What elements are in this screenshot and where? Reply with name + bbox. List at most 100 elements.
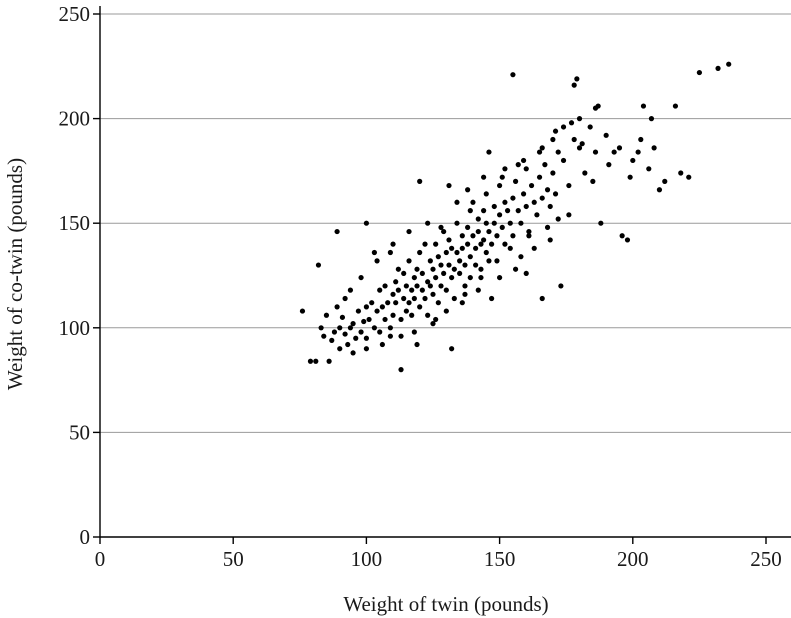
y-tick-label: 150 xyxy=(59,211,91,235)
data-point xyxy=(539,295,545,302)
data-point xyxy=(454,220,460,226)
data-point xyxy=(422,241,428,247)
data-point xyxy=(331,329,338,335)
data-point xyxy=(363,220,369,226)
data-point xyxy=(507,220,513,226)
data-point xyxy=(430,266,436,272)
data-point xyxy=(417,178,423,184)
data-point xyxy=(347,287,354,293)
data-point xyxy=(475,228,481,235)
data-point xyxy=(465,241,471,247)
data-point xyxy=(481,208,487,214)
y-axis-title: Weight of co-twin (pounds) xyxy=(3,158,27,390)
data-point xyxy=(411,295,417,302)
data-point xyxy=(334,228,340,235)
data-point xyxy=(640,103,647,109)
data-point xyxy=(544,187,551,193)
data-point xyxy=(686,174,692,180)
data-point xyxy=(531,199,537,205)
data-point xyxy=(446,262,452,268)
data-point xyxy=(523,270,529,277)
data-point xyxy=(489,241,495,247)
data-point xyxy=(486,149,492,155)
data-point xyxy=(467,254,473,260)
data-point xyxy=(656,187,663,193)
data-point xyxy=(518,254,524,260)
data-point xyxy=(323,312,330,318)
data-point xyxy=(441,228,447,235)
data-point xyxy=(430,291,436,297)
data-point xyxy=(361,318,367,325)
data-point xyxy=(374,308,380,314)
data-point xyxy=(446,182,452,189)
data-point xyxy=(414,266,420,272)
data-point xyxy=(481,174,487,180)
x-tick-label: 250 xyxy=(750,547,782,571)
data-point xyxy=(536,174,543,180)
y-tick-label: 250 xyxy=(59,2,91,26)
data-point xyxy=(321,333,327,339)
data-point xyxy=(555,216,561,222)
data-point xyxy=(526,233,532,239)
data-point xyxy=(417,304,423,310)
data-point xyxy=(406,300,412,306)
y-tick-label: 50 xyxy=(69,420,90,444)
data-point xyxy=(395,287,401,293)
data-point xyxy=(366,316,372,323)
data-point xyxy=(550,136,556,143)
data-point xyxy=(411,274,417,281)
data-point xyxy=(425,279,431,285)
data-point xyxy=(598,220,604,226)
data-point xyxy=(486,228,492,235)
data-point xyxy=(353,335,359,341)
data-point xyxy=(576,116,583,122)
data-point xyxy=(497,274,503,281)
data-point xyxy=(454,199,460,205)
data-point xyxy=(518,220,524,226)
data-point xyxy=(438,283,444,289)
data-point xyxy=(387,333,393,339)
data-point xyxy=(350,321,356,327)
data-point xyxy=(465,187,471,193)
data-point xyxy=(363,335,369,341)
data-point xyxy=(449,245,455,251)
data-point xyxy=(449,346,455,352)
data-point xyxy=(528,182,535,189)
data-point xyxy=(627,174,633,180)
data-point xyxy=(443,308,449,314)
data-point xyxy=(409,312,415,318)
data-point xyxy=(414,283,420,289)
data-point xyxy=(470,233,476,239)
data-point xyxy=(672,103,679,109)
data-point xyxy=(419,287,425,293)
data-point xyxy=(398,316,404,323)
data-point xyxy=(499,174,505,180)
data-point xyxy=(595,103,601,109)
data-point xyxy=(696,69,703,76)
data-point xyxy=(568,120,575,126)
data-point xyxy=(409,287,415,293)
data-point xyxy=(550,170,556,176)
data-point xyxy=(560,157,567,164)
data-point xyxy=(446,237,452,243)
data-point xyxy=(547,203,553,210)
data-point xyxy=(499,224,505,230)
data-point xyxy=(390,291,396,297)
data-point xyxy=(387,249,393,256)
data-point xyxy=(379,341,385,348)
data-point xyxy=(603,132,609,138)
x-axis-ticks: 0 50 100 150 200 250 xyxy=(95,537,782,571)
data-point xyxy=(390,241,396,247)
data-point xyxy=(465,224,471,230)
data-point xyxy=(544,224,551,230)
data-point xyxy=(502,199,508,205)
data-point xyxy=(651,145,657,151)
data-point xyxy=(507,245,513,251)
data-point xyxy=(555,149,561,155)
data-point xyxy=(393,300,399,306)
data-point xyxy=(502,241,508,247)
data-point xyxy=(571,136,577,143)
data-point xyxy=(606,162,612,168)
data-point xyxy=(483,191,489,197)
data-point xyxy=(363,304,369,310)
